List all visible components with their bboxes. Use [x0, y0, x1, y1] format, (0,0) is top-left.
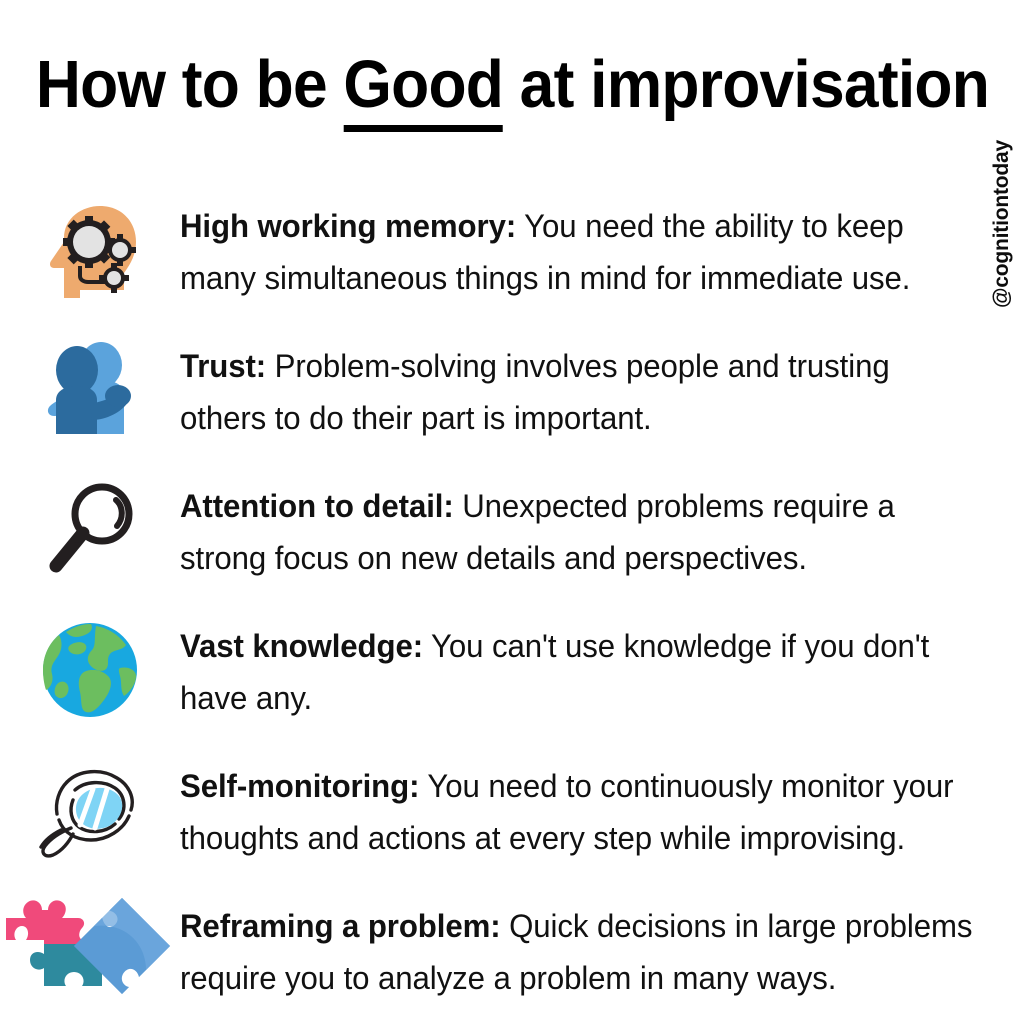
list-item-term: Reframing a problem: — [180, 908, 501, 944]
list-item-term: High working memory: — [180, 208, 517, 244]
list-item-description: You need to continuously monitor your th… — [180, 768, 954, 856]
list-item-term: Trust: — [180, 348, 267, 384]
hand-mirror-icon — [0, 746, 180, 872]
tips-list: High working memory: You need the abilit… — [0, 186, 1024, 1026]
head-with-gears-icon — [0, 186, 180, 312]
list-item-text: High working memory: You need the abilit… — [180, 186, 1024, 304]
list-item: Trust: Problem-solving involves people a… — [0, 326, 1024, 466]
list-item-text: Trust: Problem-solving involves people a… — [180, 326, 1024, 444]
list-item: High working memory: You need the abilit… — [0, 186, 1024, 326]
list-item-description: Problem-solving involves people and trus… — [180, 348, 890, 436]
list-item-text: Vast knowledge: You can't use knowledge … — [180, 606, 1024, 724]
list-item-text: Attention to detail: Unexpected problems… — [180, 466, 1024, 584]
list-item-text: Reframing a problem: Quick decisions in … — [180, 886, 1024, 1004]
list-item-term: Attention to detail: — [180, 488, 454, 524]
list-item: Attention to detail: Unexpected problems… — [0, 466, 1024, 606]
page-title: How to be Good at improvisation — [0, 46, 1024, 124]
list-item-description: Quick decisions in large problems requir… — [180, 908, 973, 996]
list-item-description: Unexpected problems require a strong foc… — [180, 488, 895, 576]
list-item: Vast knowledge: You can't use knowledge … — [0, 606, 1024, 746]
list-item-term: Vast knowledge: — [180, 628, 424, 664]
title-emphasis-good: Good — [343, 47, 504, 122]
list-item-description: You need the ability to keep many simult… — [180, 208, 911, 296]
title-part-before: How to be — [35, 47, 344, 122]
puzzle-pieces-icon — [0, 886, 180, 1012]
list-item-text: Self-monitoring: You need to continuousl… — [180, 746, 1024, 864]
magnifying-glass-icon — [0, 466, 180, 592]
globe-icon — [0, 606, 180, 732]
list-item: Reframing a problem: Quick decisions in … — [0, 886, 1024, 1026]
list-item: Self-monitoring: You need to continuousl… — [0, 746, 1024, 886]
title-part-after: at improvisation — [503, 47, 990, 122]
list-item-description: You can't use knowledge if you don't hav… — [180, 628, 930, 716]
two-people-hugging-icon — [0, 326, 180, 452]
list-item-term: Self-monitoring: — [180, 768, 420, 804]
